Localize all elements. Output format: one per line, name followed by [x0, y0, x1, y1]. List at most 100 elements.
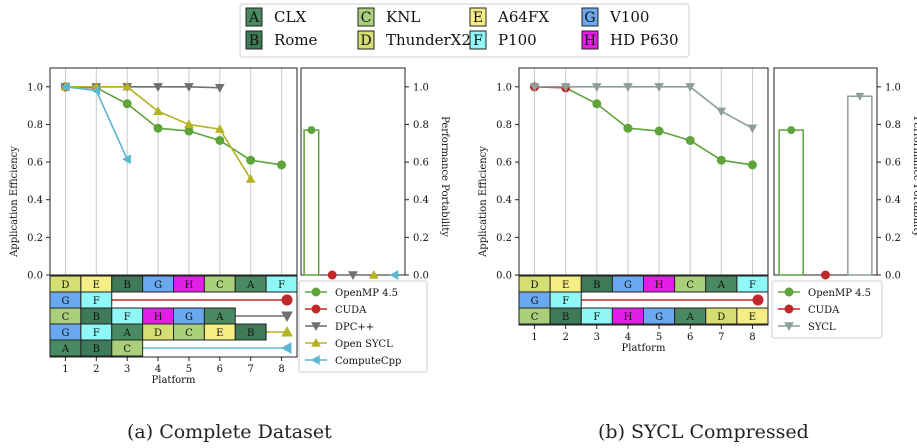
platform-swatch — [581, 7, 599, 27]
pp-marker — [307, 126, 316, 135]
table-cell-label: H — [185, 280, 194, 291]
data-point — [153, 106, 163, 115]
pp-frame — [773, 67, 878, 276]
table-cell-label: A — [215, 312, 224, 323]
legend-label: Open SYCL — [335, 339, 393, 350]
y-axis: 0.0 0.2 0.4 0.6 0.8 1.0 Application Efficiency — [9, 82, 50, 282]
x-tick-label: 6 — [217, 364, 223, 375]
platform-code: A — [248, 10, 260, 26]
caption-b: (b) SYCL Compressed — [598, 421, 809, 443]
table-cell-label: E — [562, 280, 569, 291]
data-point — [591, 83, 602, 92]
x-tick-label: 6 — [687, 332, 693, 343]
pp-tick-label: 0.4 — [885, 195, 901, 206]
table-cell-label: C — [185, 328, 193, 339]
table-cell-label: A — [686, 312, 695, 323]
data-point — [245, 173, 256, 183]
table-cell-label: B — [247, 328, 254, 339]
legend-marker — [311, 322, 321, 332]
legend-marker — [310, 355, 320, 365]
legend-marker — [784, 287, 794, 297]
platform-legend-entry: G V100 — [581, 7, 649, 27]
x-tick-label: 2 — [93, 364, 99, 375]
data-point — [529, 83, 540, 92]
series-openmp-4-5 — [60, 82, 287, 170]
x-axis: 1 2 3 4 5 6 7 8 Platform — [531, 325, 756, 354]
pp-tick-label: 0.0 — [413, 271, 429, 282]
platform-swatch — [357, 30, 375, 50]
platform-code: B — [249, 33, 259, 49]
table-cell-label: B — [124, 280, 131, 291]
platform-swatch — [469, 30, 487, 50]
pp-panel: 0.0 0.2 0.4 0.6 0.8 1.0 Performance Portabilit… — [773, 67, 917, 282]
data-point — [214, 84, 225, 93]
y-tick-label: 0.2 — [27, 233, 43, 244]
data-point — [623, 123, 633, 133]
x-axis: 1 2 3 4 5 6 7 8 Platform — [62, 357, 285, 386]
platform-name: Rome — [274, 31, 318, 49]
pp-tick-label: 0.8 — [413, 120, 429, 131]
legend-marker — [784, 304, 794, 314]
table-cell — [736, 307, 769, 325]
platform-swatch — [357, 7, 375, 27]
table-cell-label: B — [93, 312, 100, 323]
pp-axis-label: Performance Portability — [439, 116, 450, 237]
y-tick-label: 0.8 — [496, 120, 512, 131]
table-cell-label: C — [62, 312, 70, 323]
series-legend-entry: CUDA — [778, 304, 840, 316]
platform-name: P100 — [498, 31, 537, 49]
y-tick-label: 0.4 — [27, 195, 43, 206]
table-cell-label: G — [531, 296, 539, 307]
legend-label: CUDA — [335, 305, 367, 316]
series-legend-entry: Open SYCL — [305, 337, 393, 350]
data-point — [184, 83, 194, 92]
table-cell-label: H — [655, 280, 664, 291]
x-axis-label: Platform — [622, 343, 666, 354]
platform-code: D — [360, 33, 371, 49]
table-cell-label: A — [246, 280, 255, 291]
y-tick-label: 1.0 — [496, 82, 512, 93]
table-cell-label: F — [93, 328, 100, 339]
table-cell-label: A — [61, 344, 70, 355]
grid-lines — [534, 68, 753, 275]
platform-code: G — [584, 10, 595, 26]
data-point — [747, 124, 758, 134]
data-point — [214, 124, 225, 133]
chart-panel-a: 0.0 0.2 0.4 0.6 0.8 1.0 Application Efficiency… — [9, 67, 450, 386]
series-line — [65, 86, 282, 166]
pp-tick-label: 0.2 — [885, 233, 901, 244]
data-point — [60, 81, 70, 92]
table-cell-label: B — [562, 312, 569, 323]
table-cell-label: F — [562, 296, 569, 307]
platform-legend-entry: D ThunderX2 — [357, 30, 471, 50]
y-tick-label: 0.6 — [496, 158, 512, 169]
data-point — [592, 99, 602, 109]
x-axis-label: Platform — [152, 375, 196, 386]
data-point — [184, 119, 194, 129]
table-cell-label: F — [93, 296, 100, 307]
pp-axis-label: Performance Portability — [911, 116, 917, 237]
pp-marker — [389, 270, 399, 280]
x-tick-label: 7 — [248, 364, 254, 375]
pp-tick-label: 0.2 — [413, 233, 429, 244]
legend-label: SYCL — [808, 322, 836, 333]
data-point — [685, 83, 696, 92]
table-row: A B C — [49, 339, 292, 357]
series-legend-entry: DPC++ — [305, 322, 374, 333]
x-tick-label: 8 — [749, 332, 755, 343]
platform-legend-entry: H HD P630 — [581, 30, 679, 50]
x-tick-label: 3 — [124, 364, 130, 375]
x-tick-label: 4 — [155, 364, 161, 375]
table-cell — [736, 275, 769, 293]
x-tick-label: 7 — [718, 332, 724, 343]
pp-tick-label: 1.0 — [885, 82, 901, 93]
series-legend-entry: OpenMP 4.5 — [305, 287, 398, 299]
table-cell-label: C — [216, 280, 224, 291]
legend-marker — [311, 287, 321, 297]
table-cell-label: F — [278, 280, 285, 291]
table-cell-label: D — [154, 328, 162, 339]
